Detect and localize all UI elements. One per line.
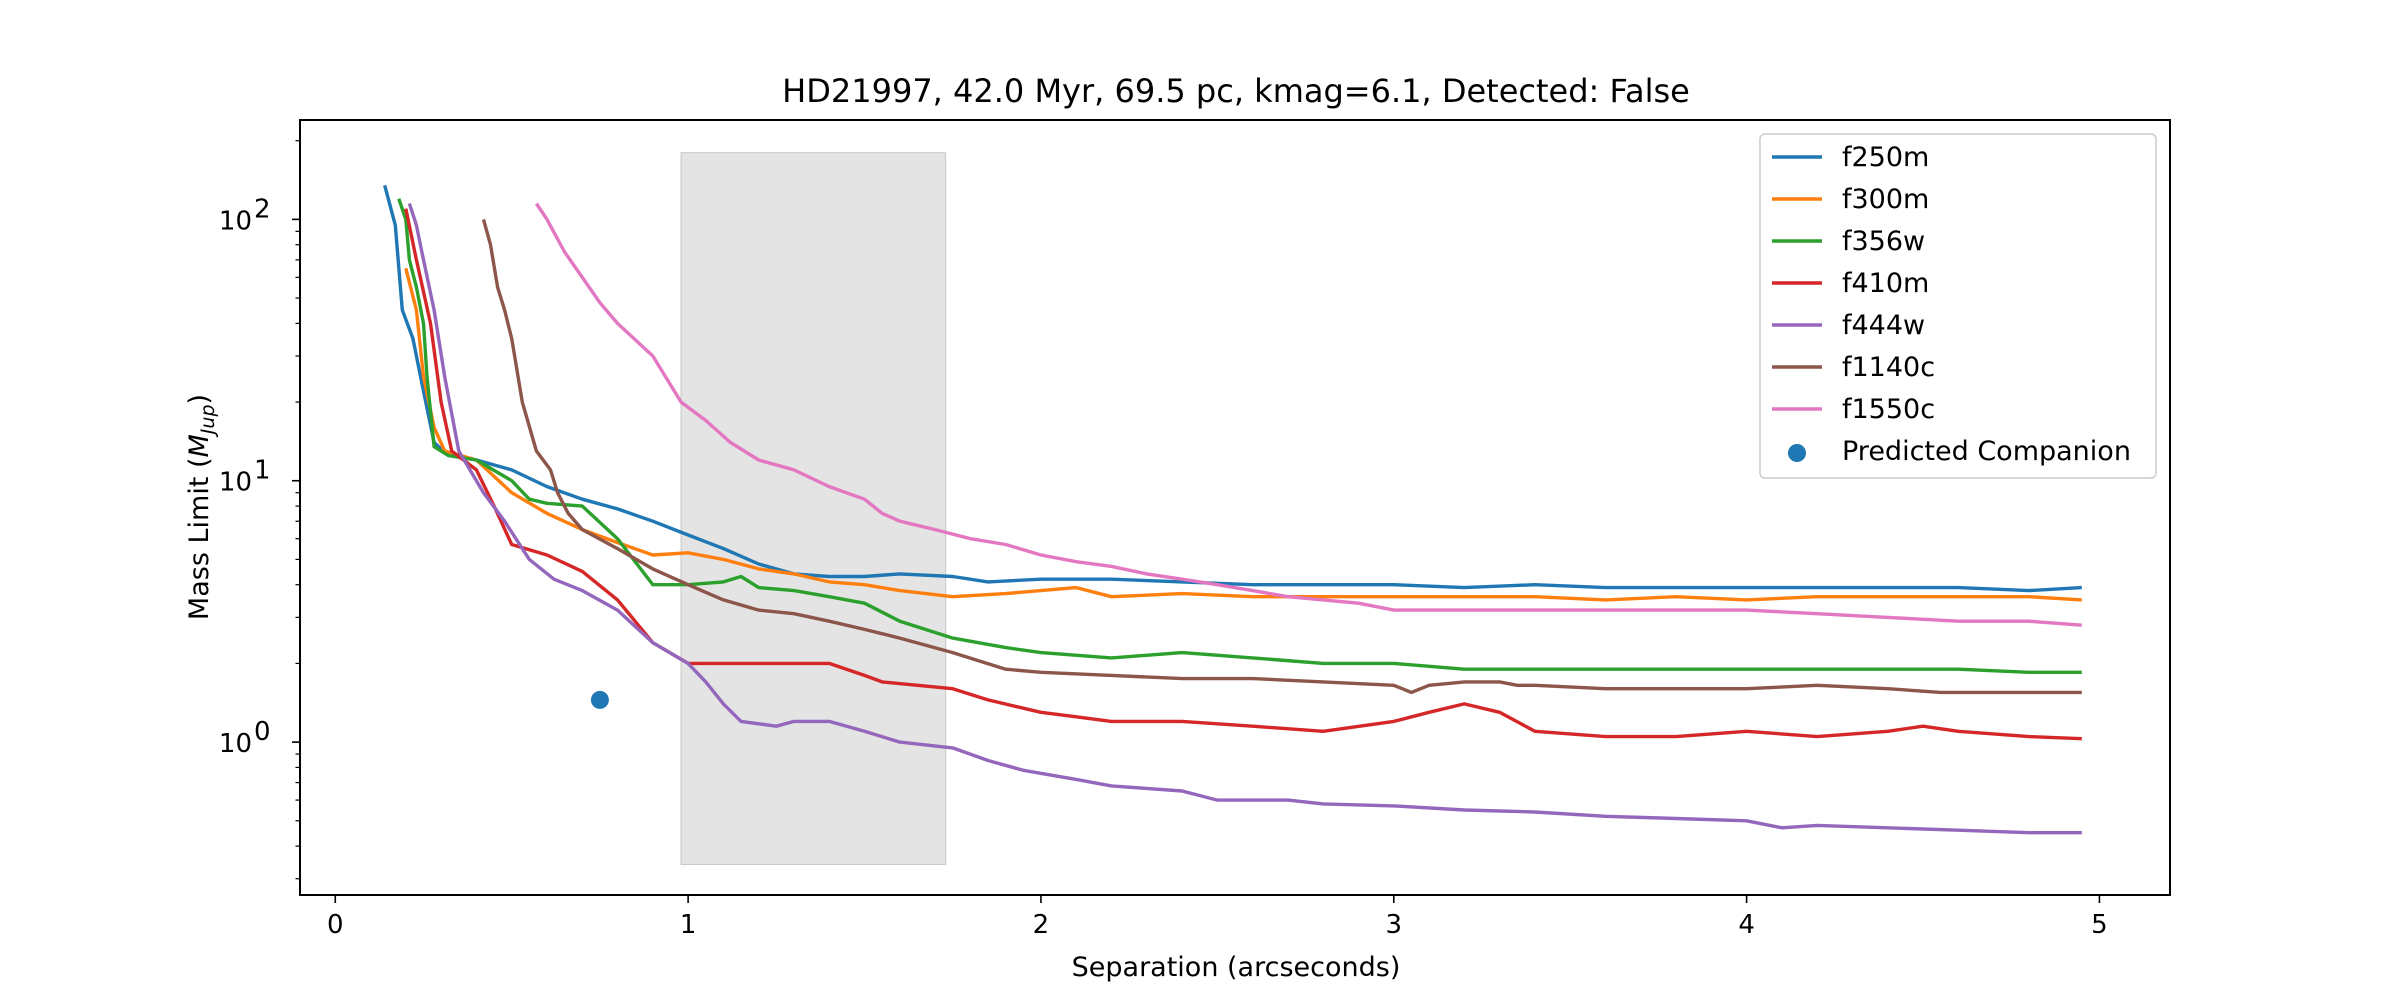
x-tick-label: 1 <box>680 910 697 940</box>
x-axis-label: Separation (arcseconds) <box>1072 952 1401 983</box>
chart-legend: f250m f300m f356w f410m f444w f1140c f1550c Pre… <box>1759 133 2157 479</box>
x-tick-label: 0 <box>327 910 344 940</box>
y-tick-label: 10 <box>219 729 252 759</box>
chart-title: HD21997, 42.0 Myr, 69.5 pc, kmag=6.1, De… <box>782 72 1690 110</box>
shaded-region <box>680 152 947 866</box>
scatter-points-layer <box>590 690 609 709</box>
legend-label-f1140c: f1140c <box>1842 352 1935 383</box>
x-axis-ticks: 0 1 2 3 4 5 <box>327 895 2108 940</box>
x-tick-label: 2 <box>1033 910 1050 940</box>
legend-label-f356w: f356w <box>1842 226 1925 257</box>
y-tick-label-exponent: 2 <box>254 194 271 224</box>
y-tick-label: 10 <box>219 468 252 498</box>
y-axis-label: Mass Limit (MJup) <box>184 394 219 620</box>
legend-label-f300m: f300m <box>1842 184 1929 215</box>
legend-label-f250m: f250m <box>1842 142 1929 173</box>
series-line-f356w <box>397 198 2082 674</box>
x-tick-label: 3 <box>1386 910 1403 940</box>
series-line-f1140c <box>481 218 2082 695</box>
y-tick-label: 10 <box>219 206 252 236</box>
legend-box <box>1759 133 2157 479</box>
shaded-region-layer <box>680 152 947 866</box>
legend-label-f444w: f444w <box>1842 310 1925 341</box>
plot-frame <box>299 119 2171 896</box>
series-line-f300m <box>404 267 2082 602</box>
legend-label-predicted-companion: Predicted Companion <box>1842 436 2131 467</box>
legend-swatch-predicted-companion <box>1788 444 1806 462</box>
series-line-f410m <box>404 208 2082 741</box>
series-lines-layer <box>383 184 2082 835</box>
y-tick-label-exponent: 1 <box>254 456 271 486</box>
legend-label-f1550c: f1550c <box>1842 394 1935 425</box>
x-tick-label: 5 <box>2091 910 2108 940</box>
series-line-f1550c <box>534 202 2082 627</box>
predicted-companion-point <box>590 690 609 709</box>
series-line-f444w <box>407 202 2082 835</box>
x-tick-label: 4 <box>1738 910 1755 940</box>
legend-label-f410m: f410m <box>1842 268 1929 299</box>
y-tick-label-exponent: 0 <box>254 717 271 747</box>
